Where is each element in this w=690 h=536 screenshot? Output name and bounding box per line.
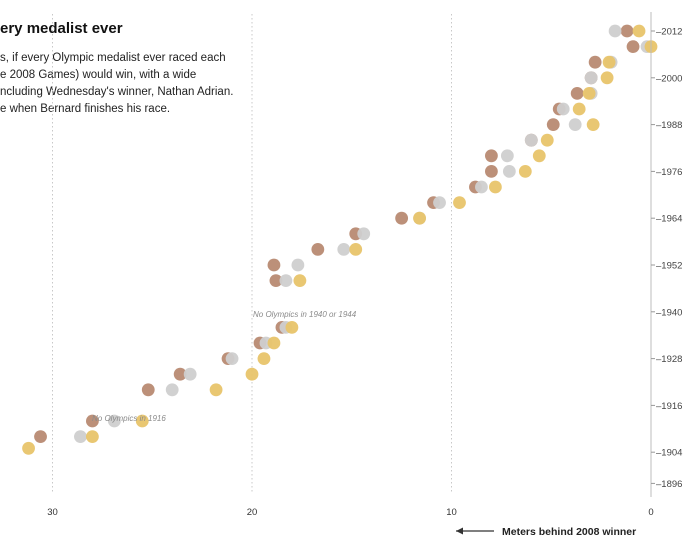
silver-medal-point bbox=[225, 352, 239, 365]
y-tick-label: –1988 bbox=[656, 120, 682, 131]
gold-medal-point bbox=[257, 352, 271, 365]
gold-medal-point bbox=[518, 165, 532, 178]
bronze-medal-point bbox=[570, 87, 584, 100]
chart-description: s, if every Olympic medalist ever raced … bbox=[0, 50, 233, 118]
silver-medal-point bbox=[279, 274, 293, 287]
silver-medal-point bbox=[183, 367, 197, 381]
silver-medal-point bbox=[568, 118, 582, 131]
gold-medal-point bbox=[453, 196, 466, 210]
x-tick-label: 0 bbox=[648, 507, 653, 518]
bronze-medal-point bbox=[588, 55, 602, 69]
bronze-medal-point bbox=[267, 258, 281, 272]
y-tick-label: –2012 bbox=[656, 27, 682, 38]
gold-medal-point bbox=[349, 243, 363, 256]
gold-medal-point bbox=[488, 180, 502, 194]
gold-medal-point bbox=[582, 87, 596, 100]
gold-medal-point bbox=[413, 211, 426, 225]
bronze-medal-point bbox=[395, 211, 409, 225]
silver-medal-point bbox=[524, 133, 538, 147]
description-line-2: e 2008 Games) would win, with a wide bbox=[0, 69, 197, 81]
bronze-medal-point bbox=[311, 243, 325, 256]
gold-medal-point bbox=[532, 149, 546, 163]
gold-medal-point bbox=[600, 71, 614, 85]
bronze-medal-point bbox=[86, 414, 99, 428]
x-tick-label: 20 bbox=[247, 507, 258, 518]
y-tick-label: –1940 bbox=[656, 307, 682, 318]
y-tick-label: –1964 bbox=[656, 214, 682, 225]
silver-medal-point bbox=[165, 383, 179, 397]
silver-medal-point bbox=[107, 414, 121, 428]
gold-medal-point bbox=[602, 55, 616, 69]
bronze-medal-point bbox=[546, 118, 560, 131]
silver-medal-point bbox=[608, 24, 622, 38]
silver-medal-point bbox=[502, 165, 516, 178]
y-tick-label: –1952 bbox=[656, 261, 682, 272]
gold-medal-point bbox=[22, 441, 35, 455]
gold-medal-point bbox=[245, 367, 259, 381]
silver-medal-point bbox=[357, 227, 371, 241]
data-points bbox=[22, 24, 658, 455]
gold-medal-point bbox=[293, 274, 307, 287]
gold-medal-point bbox=[572, 102, 586, 116]
silver-medal-point bbox=[500, 149, 514, 163]
gold-medal-point bbox=[586, 118, 600, 131]
bronze-medal-point bbox=[269, 274, 283, 287]
gold-medal-point bbox=[209, 383, 223, 397]
x-axis-label-group: Meters behind 2008 winner bbox=[456, 526, 636, 536]
y-tick-label: –1904 bbox=[656, 448, 682, 459]
silver-medal-point bbox=[433, 196, 446, 210]
bronze-medal-point bbox=[173, 367, 187, 381]
x-tick-label: 10 bbox=[446, 507, 457, 518]
gold-medal-point bbox=[267, 336, 281, 350]
y-tick-label: –1916 bbox=[656, 401, 682, 412]
silver-medal-point bbox=[556, 102, 570, 116]
gold-medal-point bbox=[135, 414, 149, 428]
silver-medal-point bbox=[475, 180, 488, 194]
silver-medal-point bbox=[337, 243, 351, 256]
bronze-medal-point bbox=[34, 430, 47, 443]
gold-medal-point bbox=[632, 24, 646, 38]
axes: 30 20 10 0 –2012 –2000 –1988 –1976 –1964 –1952 –19… bbox=[47, 12, 682, 518]
bronze-medal-point bbox=[626, 40, 640, 53]
x-tick-label: 30 bbox=[47, 507, 58, 518]
description-line-1: s, if every Olympic medalist ever raced … bbox=[0, 52, 226, 64]
description-line-3: ncluding Wednesday's winner, Nathan Adri… bbox=[0, 86, 234, 98]
bronze-medal-point bbox=[485, 165, 498, 178]
gold-medal-point bbox=[540, 133, 554, 147]
y-tick-label: –1976 bbox=[656, 167, 682, 178]
left-arrow-icon bbox=[456, 527, 463, 535]
y-tick-label: –1896 bbox=[656, 479, 682, 490]
y-tick-label: –1928 bbox=[656, 354, 682, 365]
chart-title: ery medalist ever bbox=[0, 20, 123, 37]
bronze-medal-point bbox=[485, 149, 498, 163]
bronze-medal-point bbox=[620, 24, 634, 38]
bronze-medal-point bbox=[141, 383, 155, 397]
y-tick-label: –2000 bbox=[656, 73, 682, 84]
annotation-1940-1944: No Olympics in 1940 or 1944 bbox=[253, 310, 357, 319]
gold-medal-point bbox=[86, 430, 99, 443]
annotation-1916: No Olympics in 1916 bbox=[92, 414, 166, 423]
x-axis-label: Meters behind 2008 winner bbox=[502, 526, 636, 536]
silver-medal-point bbox=[74, 430, 87, 443]
description-line-4: e when Bernard finishes his race. bbox=[0, 103, 171, 115]
gold-medal-point bbox=[285, 321, 299, 334]
silver-medal-point bbox=[291, 258, 305, 272]
silver-medal-point bbox=[584, 71, 598, 85]
